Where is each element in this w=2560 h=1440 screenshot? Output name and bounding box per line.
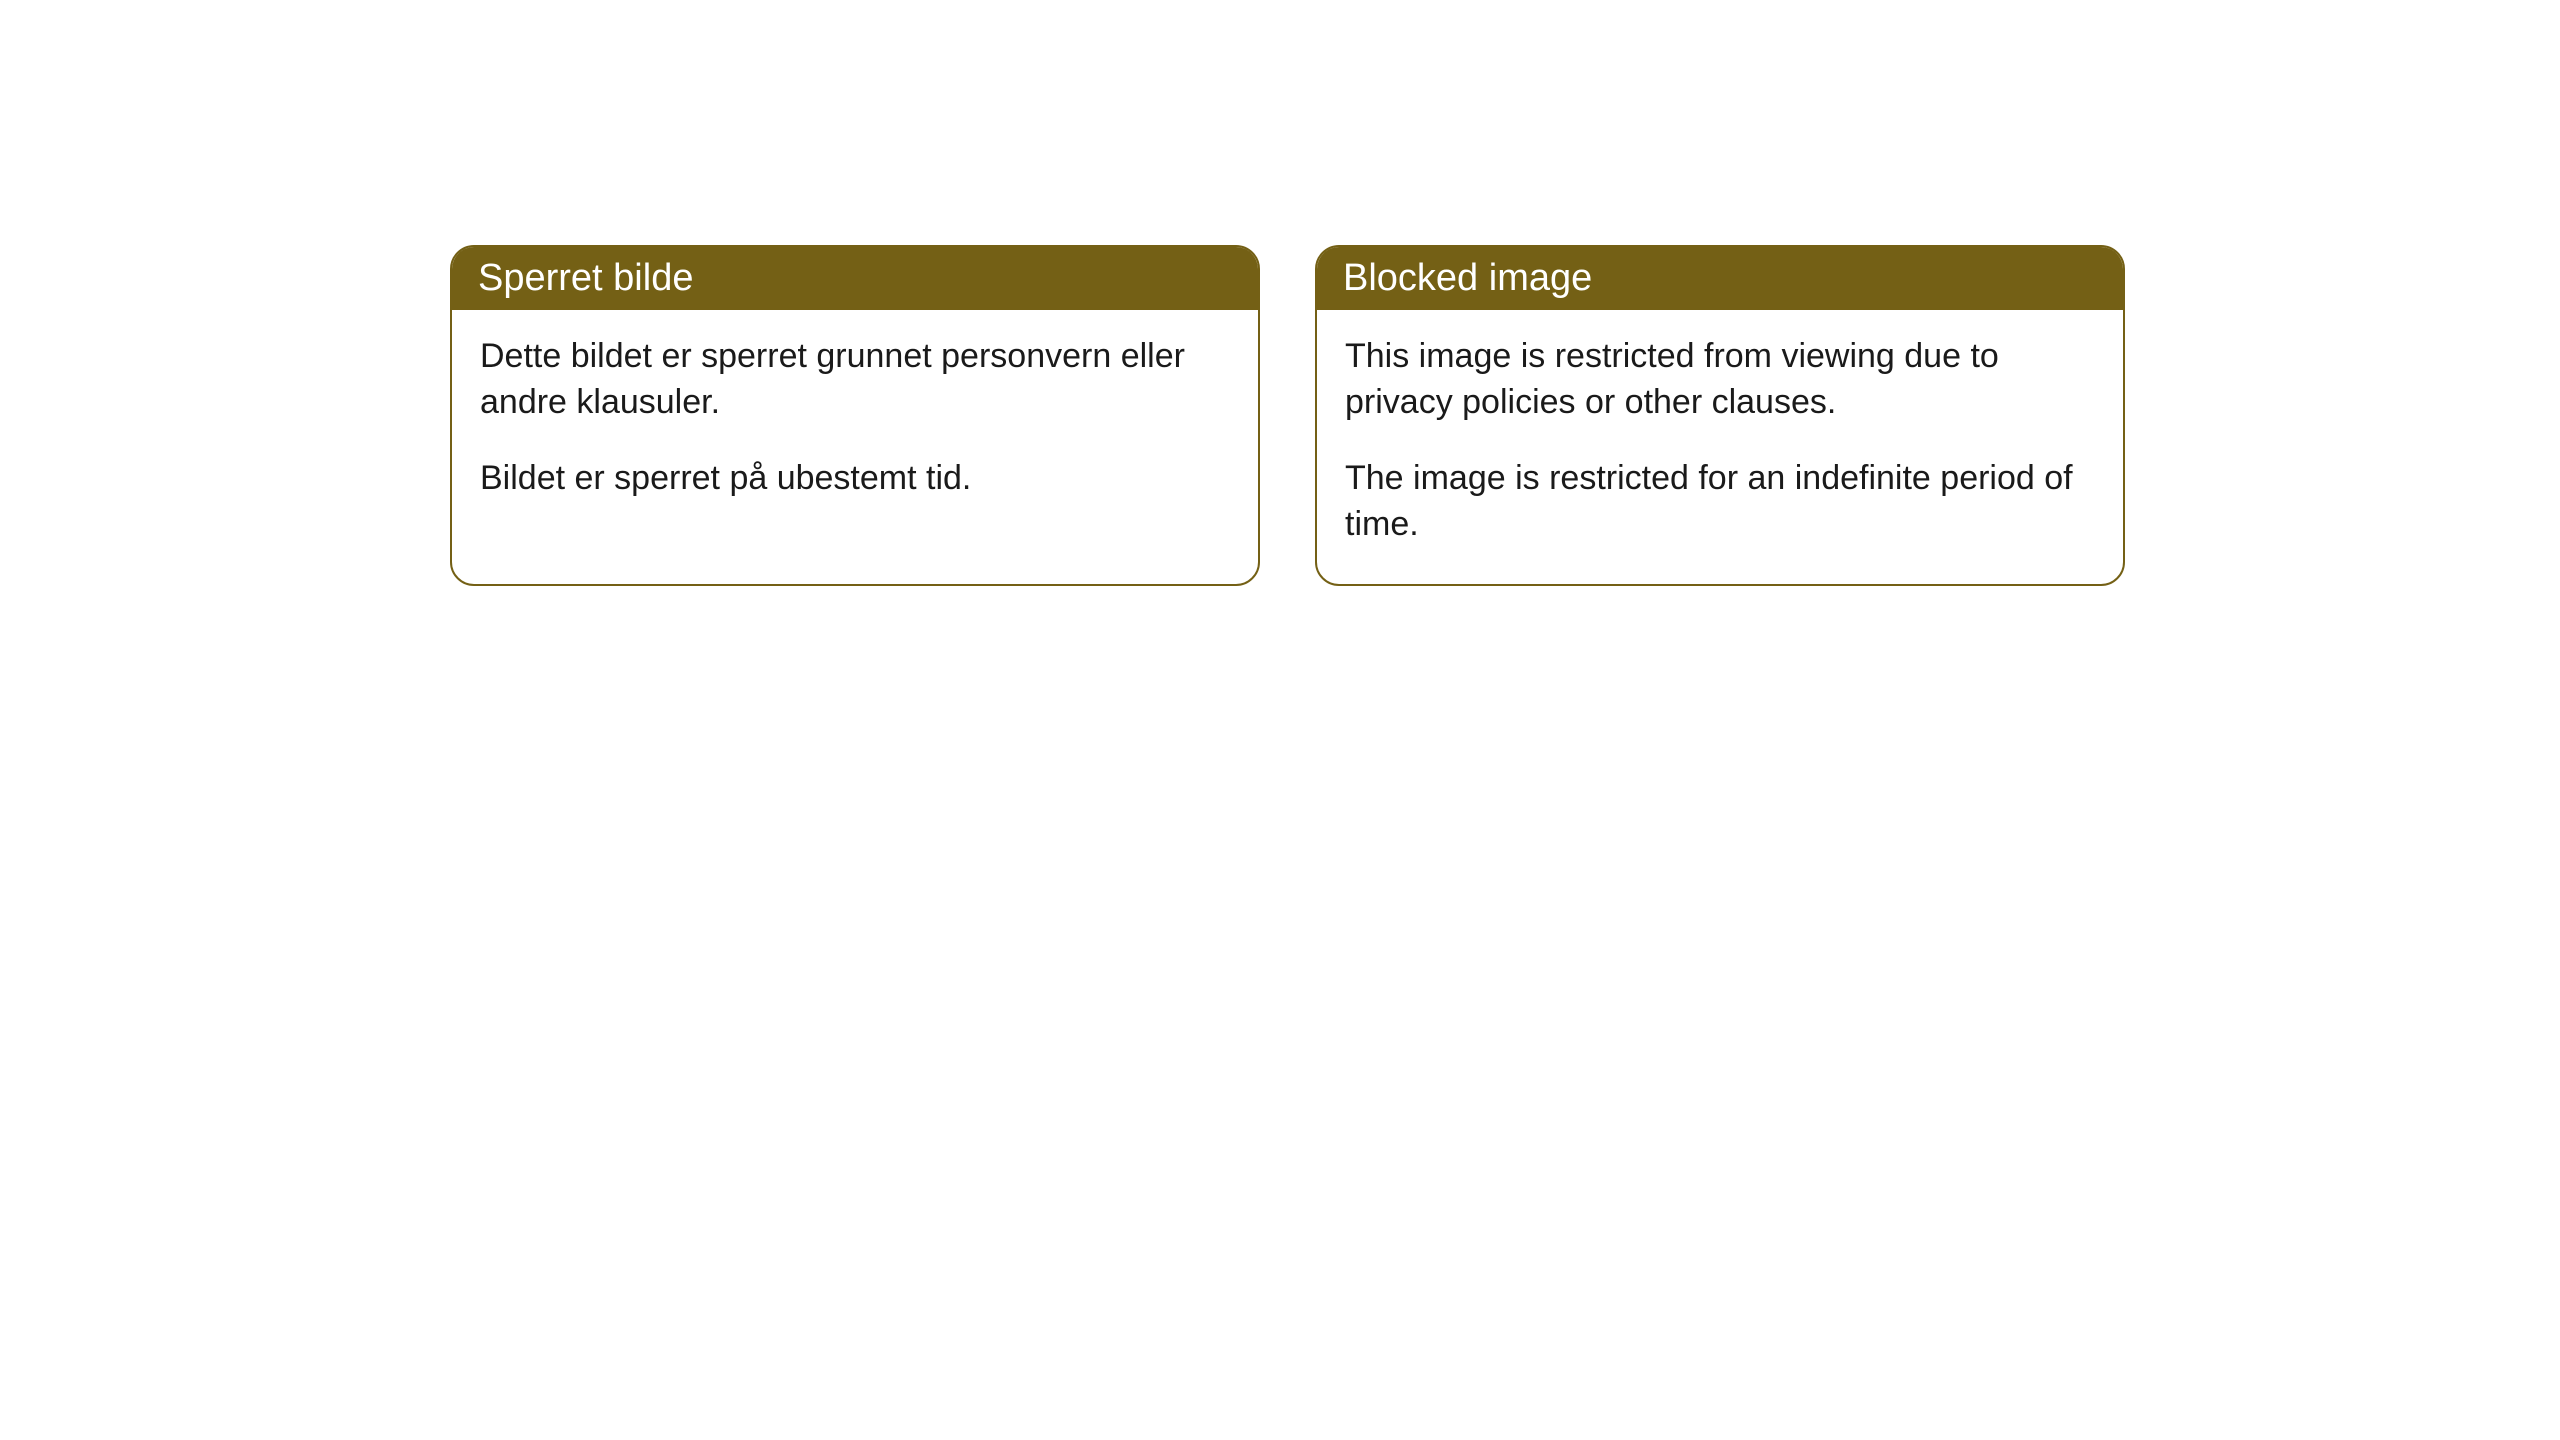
card-title: Sperret bilde — [478, 257, 693, 299]
blocked-image-card-norwegian: Sperret bilde Dette bildet er sperret gr… — [450, 245, 1260, 586]
card-body: This image is restricted from viewing du… — [1317, 310, 2123, 584]
card-paragraph-1: Dette bildet er sperret grunnet personve… — [480, 334, 1230, 426]
card-paragraph-1: This image is restricted from viewing du… — [1345, 334, 2095, 426]
card-paragraph-2: The image is restricted for an indefinit… — [1345, 456, 2095, 548]
card-header: Sperret bilde — [452, 247, 1258, 310]
card-paragraph-2: Bildet er sperret på ubestemt tid. — [480, 456, 1230, 502]
card-body: Dette bildet er sperret grunnet personve… — [452, 310, 1258, 538]
blocked-image-card-english: Blocked image This image is restricted f… — [1315, 245, 2125, 586]
notice-cards-container: Sperret bilde Dette bildet er sperret gr… — [0, 0, 2560, 586]
card-title: Blocked image — [1343, 257, 1592, 299]
card-header: Blocked image — [1317, 247, 2123, 310]
